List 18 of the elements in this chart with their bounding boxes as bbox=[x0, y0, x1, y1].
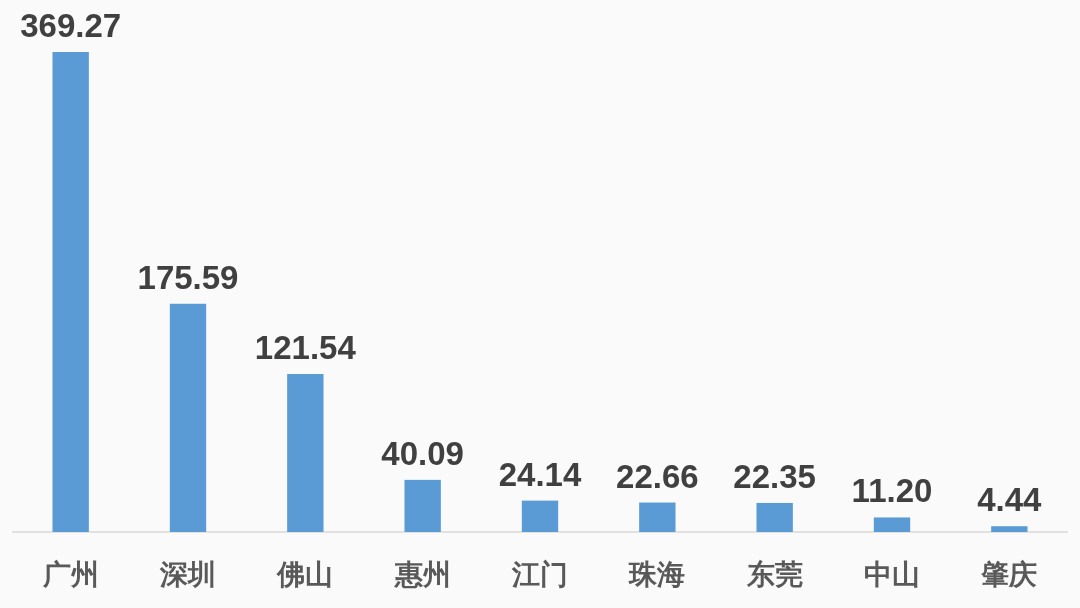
x-tick-label: 江门 bbox=[511, 559, 568, 590]
x-tick-label: 中山 bbox=[864, 559, 920, 590]
data-label: 11.20 bbox=[851, 472, 933, 510]
data-label: 121.54 bbox=[254, 329, 357, 367]
x-tick-label: 珠海 bbox=[628, 559, 686, 590]
data-label: 24.14 bbox=[498, 455, 582, 493]
data-label: 4.44 bbox=[977, 481, 1043, 519]
x-tick-label: 佛山 bbox=[276, 559, 334, 590]
data-label: 40.09 bbox=[381, 434, 464, 472]
data-label: 22.35 bbox=[733, 457, 816, 495]
x-tick-label: 惠州 bbox=[393, 559, 451, 590]
data-label: 22.66 bbox=[616, 457, 699, 495]
x-tick-label: 广州 bbox=[41, 559, 99, 590]
x-tick-label: 肇庆 bbox=[980, 559, 1038, 590]
x-tick-label: 深圳 bbox=[159, 559, 216, 590]
data-label: 369.27 bbox=[20, 7, 122, 44]
data-label: 175.59 bbox=[137, 258, 239, 296]
x-tick-label: 东莞 bbox=[745, 559, 803, 590]
